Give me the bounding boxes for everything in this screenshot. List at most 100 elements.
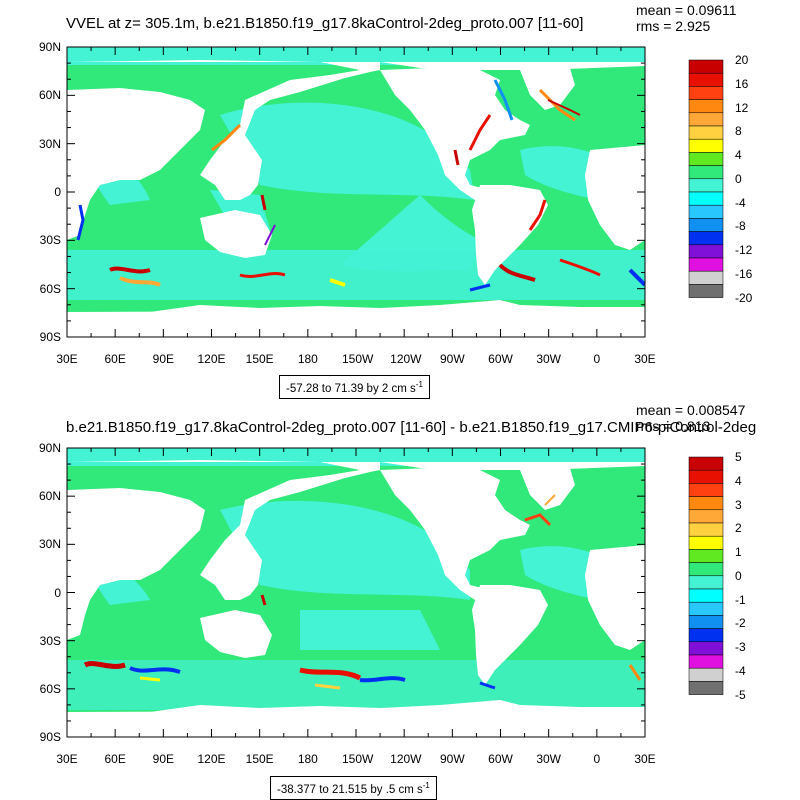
contour-range-exp-top: -1 [415,380,423,389]
colorbar-tick-label: 3 [735,497,742,512]
lon-tick-label: 0 [593,352,601,366]
lat-tick-label: 90S [39,330,61,344]
lon-tick-label: 30E [634,352,656,366]
colorbar-swatch [688,99,724,114]
colorbar-swatch [688,615,724,629]
mean-label-top: mean = 0.09611 [636,2,737,18]
lat-tick-label: 0 [54,585,61,600]
rms-label-top: rms = 2.925 [636,18,711,34]
lon-tick-label: 60E [104,752,126,766]
colorbar-tick-label: -20 [735,290,753,305]
colorbar-swatch [688,469,724,484]
colorbar-swatch [688,535,724,550]
colorbar-swatch [688,641,724,656]
lat-tick-label: 90N [38,40,61,54]
lon-tick-label: 120W [390,752,422,766]
colorbar-swatch [688,165,724,180]
extreme-values-bottom [83,494,642,690]
colorbar-swatch [688,244,724,259]
lat-tick-label: 60N [38,88,61,103]
lon-tick-label: 30E [56,752,78,766]
colorbar-tick-label: 8 [735,124,742,139]
stats-top: mean = 0.09611 rms = 2.925 [636,2,737,34]
lon-tick-label: 30E [56,352,78,366]
colorbar-tick-label: 5 [735,450,742,464]
lat-tick-label: 0 [54,185,61,199]
colorbar-swatch [688,112,724,127]
colorbar-swatch [688,667,724,682]
colorbar-tick-label: 12 [735,100,749,115]
lon-tick-label: 150W [342,752,374,766]
colorbar-tick-label: -8 [735,219,746,234]
colorbar-swatch [688,59,724,74]
colorbar-tick-label: 20 [735,53,749,67]
colorbar-swatch [688,270,724,285]
colorbar-tick-label: -12 [735,243,753,258]
contour-range-text-bottom: -38.377 to 21.515 by .5 cm s [277,783,423,796]
colorbar-swatch [688,681,724,695]
colorbar-swatch [688,231,724,246]
lon-tick-label: 120E [197,352,226,366]
colorbar-swatch [688,72,724,87]
lon-tick-label: 0 [593,752,601,766]
extreme-values-top [76,79,645,292]
colorbar-tick-label: -16 [735,266,753,281]
colorbar-tick-label: 4 [735,148,742,163]
colorbar-swatch [688,588,724,603]
colorbar-swatch [688,191,724,206]
lon-tick-label: 30W [536,752,561,766]
map-title-top: VVEL at z= 305.1m, b.e21.B1850.f19_g17.8… [66,15,584,32]
colorbar-bottom [688,456,724,695]
colorbar-swatch [688,575,724,590]
colorbar-swatch [688,86,724,100]
colorbar-swatch [688,601,724,616]
colorbar-tick-label: -4 [735,663,746,678]
lon-tick-label: 90W [439,352,465,366]
colorbar-tick-label: 4 [735,473,742,488]
lat-tick-label: 60S [39,681,61,696]
lon-tick-label: 180 [297,752,318,766]
colorbar-tick-label: -5 [735,687,746,702]
map-title-bottom: b.e21.B1850.f19_g17.8kaControl-2deg_prot… [66,419,757,436]
colorbar-swatch [688,125,724,140]
lon-tick-label: 60E [104,352,126,366]
colorbar-swatch [688,178,724,193]
lon-tick-label: 30E [634,752,656,766]
colorbar-swatch [688,628,724,643]
map-panel-bottom [67,448,645,737]
colorbar-swatch [688,654,724,669]
lon-tick-label: 180 [297,352,318,366]
colorbar-swatch [688,509,724,524]
colorbar-tick-label: -3 [735,640,746,655]
lat-tick-label: 30N [38,537,61,552]
colorbar-tick-label: -4 [735,195,746,210]
colorbar-tick-label: 0 [735,171,742,186]
land-top [67,60,645,337]
colorbar-swatch [688,138,724,153]
colorbar-swatch [688,549,724,563]
colorbar-swatch [688,562,724,577]
lon-tick-label: 150E [245,752,274,766]
stats-bottom: mean = 0.008547 rms = 0.813 [636,402,745,434]
contour-range-box-top: -57.28 to 71.39 by 2 cm s-1 [279,375,430,399]
lat-tick-label: 30S [39,233,61,248]
lon-tick-label: 150W [342,352,374,366]
lat-tick-label: 90N [38,441,61,455]
colorbar-swatch [688,204,724,219]
colorbar-swatch [688,257,724,272]
lon-tick-label: 120W [390,352,422,366]
colorbar-top [688,59,724,298]
lat-tick-label: 60S [39,281,61,296]
colorbar-swatch [688,152,724,166]
colorbar-swatch [688,483,724,497]
colorbar-tick-label: -1 [735,592,746,607]
contour-range-box-bottom: -38.377 to 21.515 by .5 cm s-1 [270,776,437,800]
lon-tick-label: 30W [536,352,561,366]
lat-tick-label: 30N [38,136,61,151]
colorbar-swatch [688,456,724,471]
lat-tick-label: 30S [39,633,61,648]
colorbar-tick-label: 2 [735,521,742,536]
lon-tick-label: 150E [245,352,274,366]
lon-tick-label: 120E [197,752,226,766]
